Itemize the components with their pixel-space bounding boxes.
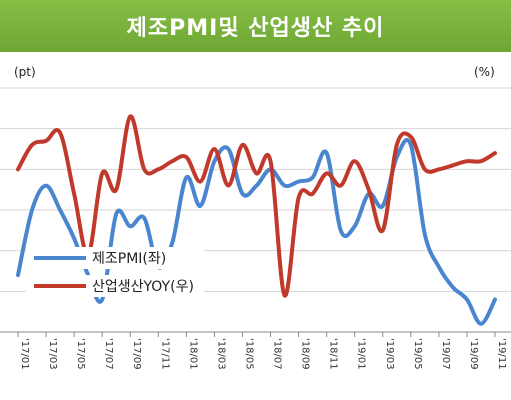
x-tick-label: '19/01	[356, 338, 367, 370]
legend-label: 산업생산YOY(우)	[92, 279, 194, 295]
x-tick-label: '18/09	[300, 338, 311, 370]
legend-background	[26, 275, 204, 297]
series-lines	[16, 114, 497, 326]
x-tick-labels: '17/01 '17/03 '17/05 '17/07 '17/09 '17/11 '18/…	[17, 332, 507, 370]
right-axis-unit: (%)	[474, 65, 495, 79]
chart-title-bar: 제조PMI및 산업생산 추이	[0, 0, 511, 52]
x-tick-label: '18/05	[243, 338, 254, 370]
legend-background	[26, 247, 204, 269]
x-tick-label: '19/09	[468, 338, 479, 370]
chart-title: 제조PMI및 산업생산 추이	[126, 16, 385, 41]
left-axis-unit: (pt)	[14, 65, 36, 79]
x-tick-label: '18/03	[215, 338, 226, 370]
x-tick-label: '18/11	[328, 338, 339, 370]
x-tick-label: '19/03	[384, 338, 395, 370]
x-tick-label: '17/09	[131, 338, 142, 370]
pmi-series-line	[16, 137, 497, 326]
x-tick-label: '17/03	[47, 338, 58, 370]
legend: 제조PMI(좌) 산업생산YOY(우)	[26, 247, 204, 297]
x-tick-label: '19/07	[440, 338, 451, 370]
legend-label: 제조PMI(좌)	[92, 251, 166, 267]
x-tick-label: '18/07	[272, 338, 283, 370]
x-tick-label: '17/11	[159, 338, 170, 370]
x-tick-label: '18/01	[187, 338, 198, 370]
industrial-production-series-line	[16, 114, 497, 298]
x-tick-label: '17/05	[75, 338, 86, 370]
x-tick-label: '17/07	[103, 338, 114, 370]
x-tick-label: '19/11	[496, 338, 507, 370]
x-tick-label: '17/01	[19, 338, 30, 370]
line-chart: '17/01 '17/03 '17/05 '17/07 '17/09 '17/11 '18/…	[0, 65, 511, 370]
x-tick-label: '19/05	[412, 338, 423, 370]
